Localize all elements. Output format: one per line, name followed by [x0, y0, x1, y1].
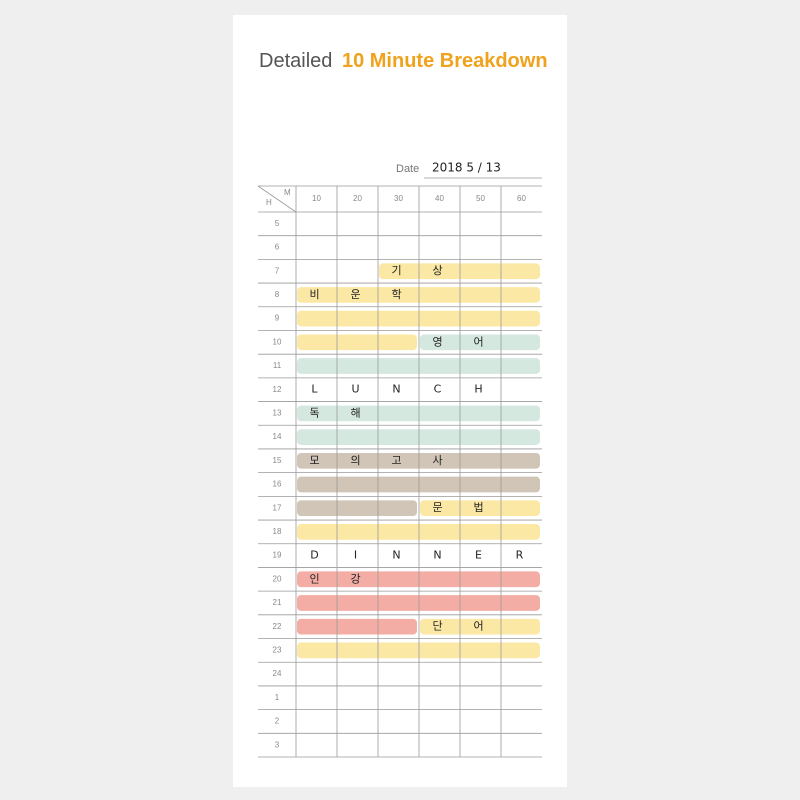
paper	[233, 15, 567, 787]
entry: N	[392, 549, 400, 562]
hour-label: 8	[275, 290, 280, 299]
hour-label: 16	[273, 480, 282, 489]
entry: U	[351, 383, 359, 396]
highlight	[420, 500, 540, 517]
entry: 강	[350, 572, 360, 585]
highlight	[420, 618, 540, 635]
highlight	[297, 618, 417, 635]
hour-label: 2	[275, 717, 280, 726]
entry: 단	[432, 620, 442, 633]
highlight	[420, 334, 540, 351]
highlight	[297, 287, 540, 303]
entry: 비	[309, 288, 319, 301]
hour-label: 11	[273, 361, 282, 370]
entry: 학	[391, 288, 401, 301]
hour-label: 14	[273, 432, 282, 441]
entry: 영	[432, 335, 442, 348]
hour-label: 1	[275, 693, 280, 702]
entry: 독	[309, 406, 319, 419]
hour-label: 21	[273, 598, 282, 607]
hour-label: 7	[275, 266, 280, 275]
entry: 해	[350, 405, 360, 419]
minute-label: 20	[353, 194, 362, 203]
title-prefix: Detailed	[259, 50, 332, 72]
hour-label: 22	[273, 622, 282, 631]
entry: 법	[473, 501, 483, 514]
entry: D	[310, 549, 318, 562]
entry: 모	[309, 454, 319, 467]
hour-label: 5	[275, 219, 280, 228]
highlight	[297, 429, 540, 445]
title: Detailed 10 Minute Breakdown	[259, 50, 548, 72]
minute-label: 40	[435, 194, 444, 203]
highlight	[297, 642, 540, 659]
entry: 의	[350, 454, 360, 467]
hour-label: 3	[275, 740, 280, 749]
entry: 어	[473, 335, 483, 348]
entry: E	[475, 549, 482, 562]
highlight	[297, 595, 540, 611]
entry: N	[392, 383, 400, 396]
entry: 기	[391, 264, 401, 277]
hour-label: 10	[273, 337, 282, 346]
hour-label: 6	[275, 243, 280, 252]
hour-label: 13	[273, 409, 282, 418]
hour-header: H	[266, 198, 272, 207]
highlight	[297, 524, 540, 540]
entry: 어	[473, 620, 483, 633]
hour-label: 20	[273, 574, 282, 583]
hour-label: 17	[273, 503, 282, 512]
minute-label: 10	[312, 194, 321, 203]
entry: 운	[350, 288, 360, 301]
entry: 사	[432, 454, 442, 467]
highlight	[297, 334, 417, 351]
entry: 고	[391, 454, 401, 467]
title-highlight: 10 Minute Breakdown	[342, 50, 548, 72]
minute-label: 60	[517, 194, 526, 203]
minute-header: M	[284, 188, 291, 197]
entry: N	[433, 549, 441, 562]
highlight	[297, 500, 417, 517]
entry: 상	[432, 264, 442, 277]
highlight	[297, 358, 540, 374]
highlight	[297, 476, 540, 493]
minute-label: 30	[394, 194, 403, 203]
hour-label: 24	[273, 669, 282, 678]
highlight	[379, 263, 540, 280]
hour-label: 12	[273, 385, 282, 394]
entry: C	[434, 383, 442, 396]
highlight	[297, 571, 540, 588]
highlight	[297, 452, 540, 469]
hour-label: 9	[275, 314, 280, 323]
entry: 인	[309, 572, 319, 585]
date-value: 2018 5 / 13	[432, 161, 501, 175]
minute-label: 50	[476, 194, 485, 203]
header-diagonal	[257, 185, 297, 213]
entry: 문	[432, 501, 442, 514]
highlight	[297, 310, 540, 327]
hour-label: 18	[273, 527, 282, 536]
entry: H	[474, 383, 482, 396]
hour-label: 15	[273, 456, 282, 465]
date-label: Date	[396, 163, 419, 175]
hour-label: 23	[273, 645, 282, 654]
entry: R	[516, 549, 524, 562]
entry: L	[311, 383, 318, 396]
hour-label: 19	[273, 551, 282, 560]
entry: I	[354, 549, 357, 562]
highlight	[297, 405, 540, 422]
